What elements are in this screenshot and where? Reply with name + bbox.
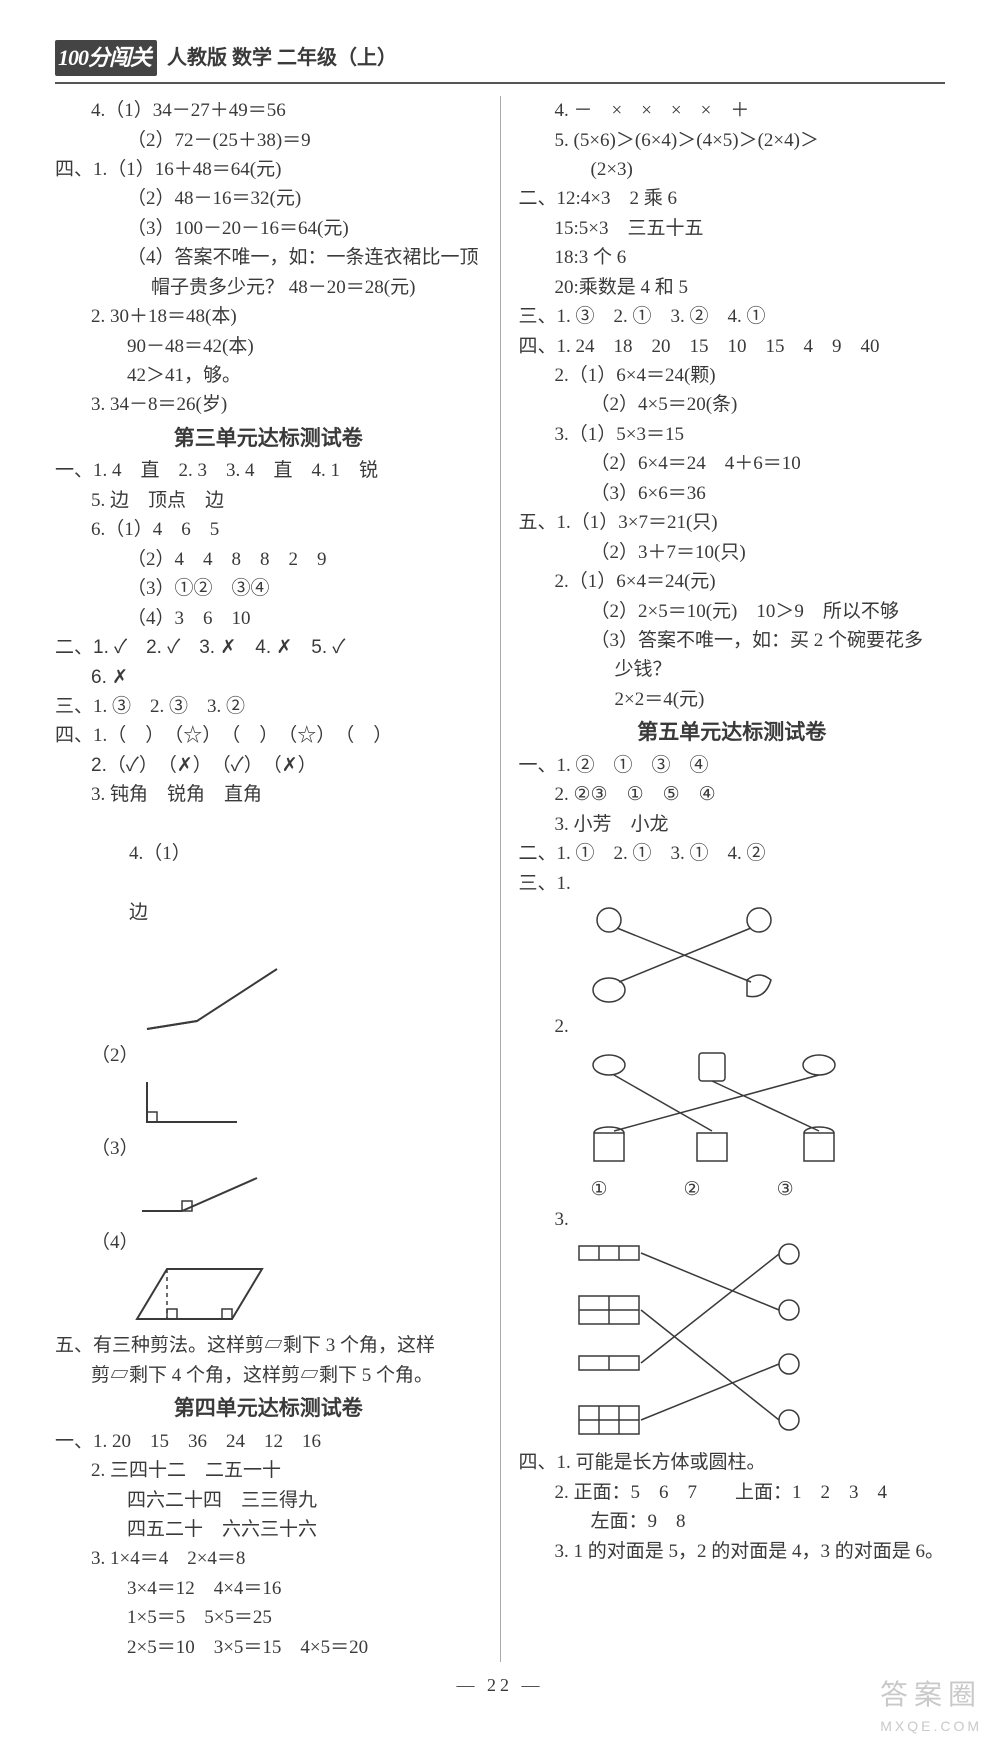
text-line: （2）48－16＝32(元) <box>55 184 482 213</box>
figure-matching-3 <box>569 1236 946 1446</box>
text-line: 四五二十 六六三十六 <box>55 1515 482 1544</box>
text-line: 2.（✓） （✗） （✓） （✗） <box>55 751 482 780</box>
text-line: 3. 34－8＝26(岁) <box>55 390 482 419</box>
text-line: 一、1. ② ① ③ ④ <box>519 751 946 780</box>
text-line: （3） <box>55 1134 482 1163</box>
text-line: 四、1.（1）16＋48＝64(元) <box>55 155 482 184</box>
text-line: 左面：9 8 <box>519 1507 946 1536</box>
text-line: （2） <box>55 1041 482 1070</box>
two-column-layout: 4.（1）34－27＋49＝56 （2）72－(25＋38)＝9 四、1.（1）… <box>55 96 945 1662</box>
page-number: — 22 — <box>55 1672 945 1700</box>
left-column: 4.（1）34－27＋49＝56 （2）72－(25＋38)＝9 四、1.（1）… <box>55 96 482 1662</box>
figure-angle-1 <box>127 959 482 1039</box>
text-line: 2. 三四十二 二五一十 <box>55 1456 482 1485</box>
text-line: （3）6×6＝36 <box>519 479 946 508</box>
text-line: 二、1. ✓ 2. ✓ 3. ✗ 4. ✗ 5. ✓ <box>55 633 482 662</box>
text-line: 3. <box>519 1205 946 1234</box>
text-line: 四、1. 可能是长方体或圆柱。 <box>519 1448 946 1477</box>
brand-logo: 100分闯关 <box>55 40 157 76</box>
text-line: （4）3 6 10 <box>55 604 482 633</box>
text-line: 少钱？ <box>519 655 946 684</box>
watermark: 答案圈 MXQE.COM <box>880 1673 982 1738</box>
section-title-unit3: 第三单元达标测试卷 <box>55 422 482 455</box>
text-line: 6.（1）4 6 5 <box>55 515 482 544</box>
text-line: 3. 1 的对面是 5，2 的对面是 4，3 的对面是 6。 <box>519 1537 946 1566</box>
text-line: 18:3 个 6 <box>519 243 946 272</box>
section-title-unit4: 第四单元达标测试卷 <box>55 1392 482 1425</box>
text-line: 3. 1×4＝4 2×4＝8 <box>55 1544 482 1573</box>
watermark-cn: 答案圈 <box>880 1673 982 1716</box>
text-line: 五、有三种剪法。这样剪▱剩下 3 个角，这样 <box>55 1331 482 1360</box>
text-line: （2）72－(25＋38)＝9 <box>55 126 482 155</box>
text-line: （3）答案不唯一，如：买 2 个碗要花多 <box>519 626 946 655</box>
page-header: 100分闯关 人教版 数学 二年级（上） <box>55 40 945 84</box>
text-line: ① ② ③ <box>519 1175 946 1204</box>
text-line: （2）2×5＝10(元) 10＞9 所以不够 <box>519 597 946 626</box>
figure-matching-2 <box>569 1043 946 1173</box>
figure-angle-4 <box>127 1259 482 1329</box>
text-line: 3×4＝12 4×4＝16 <box>55 1574 482 1603</box>
text-line: 6. ✗ <box>55 663 482 692</box>
text-line: 三、1. <box>519 869 946 898</box>
text-line: 二、1. ① 2. ① 3. ① 4. ② <box>519 839 946 868</box>
label: 4.（1） <box>129 843 191 864</box>
text-line: 三、1. ③ 2. ③ 3. ② <box>55 692 482 721</box>
text-line: 5. (5×6)＞(6×4)＞(4×5)＞(2×4)＞ <box>519 126 946 155</box>
text-line: 15:5×3 三五十五 <box>519 214 946 243</box>
text-line: 一、1. 4 直 2. 3 3. 4 直 4. 1 锐 <box>55 456 482 485</box>
text-line: 3.（1）5×3＝15 <box>519 420 946 449</box>
text-line: 五、1.（1）3×7＝21(只) <box>519 508 946 537</box>
text-line: 4.（1） 边 <box>55 810 482 957</box>
right-column: 4. － × × × × ＋ 5. (5×6)＞(6×4)＞(4×5)＞(2×4… <box>519 96 946 1662</box>
text-line: （2）4 4 8 8 2 9 <box>55 545 482 574</box>
text-line: 3. 钝角 锐角 直角 <box>55 780 482 809</box>
text-line: 3. 小芳 小龙 <box>519 810 946 839</box>
text-line: 四、1. 24 18 20 15 10 15 4 9 40 <box>519 332 946 361</box>
text-line: 42＞41，够。 <box>55 361 482 390</box>
text-line: 2.（1）6×4＝24(颗) <box>519 361 946 390</box>
text-line: （4）答案不唯一，如：一条连衣裙比一顶 <box>55 243 482 272</box>
text-line: 2. 正面：5 6 7 上面：1 2 3 4 <box>519 1478 946 1507</box>
page: 100分闯关 人教版 数学 二年级（上） 4.（1）34－27＋49＝56 （2… <box>0 0 1000 1750</box>
column-divider <box>500 96 501 1662</box>
text-line: 5. 边 顶点 边 <box>55 486 482 515</box>
text-line: 2. 30＋18＝48(本) <box>55 302 482 331</box>
text-line: 剪▱剩下 4 个角，这样剪▱剩下 5 个角。 <box>55 1361 482 1390</box>
text-line: 四、1.（ ） （☆） （ ） （☆） （ ） <box>55 721 482 750</box>
text-line: 2×5＝10 3×5＝15 4×5＝20 <box>55 1633 482 1662</box>
text-line: 2.（1）6×4＝24(元) <box>519 567 946 596</box>
header-subtitle: 人教版 数学 二年级（上） <box>167 43 397 74</box>
figure-angle-2 <box>127 1072 482 1132</box>
text-line: 四六二十四 三三得九 <box>55 1486 482 1515</box>
section-title-unit5: 第五单元达标测试卷 <box>519 716 946 749</box>
text-line: 2. ②③ ① ⑤ ④ <box>519 780 946 809</box>
figure-angle-3 <box>127 1166 482 1226</box>
text-line: 4.（1）34－27＋49＝56 <box>55 96 482 125</box>
text-line: 20:乘数是 4 和 5 <box>519 273 946 302</box>
text-line: 90－48＝42(本) <box>55 332 482 361</box>
label: 边 <box>129 902 148 923</box>
text-line: （4） <box>55 1228 482 1257</box>
text-line: （2）4×5＝20(条) <box>519 390 946 419</box>
text-line: （2）3＋7＝10(只) <box>519 538 946 567</box>
text-line: （3）100－20－16＝64(元) <box>55 214 482 243</box>
text-line: 二、12:4×3 2 乘 6 <box>519 184 946 213</box>
text-line: 2×2＝4(元) <box>519 685 946 714</box>
text-line: (2×3) <box>519 155 946 184</box>
text-line: 4. － × × × × ＋ <box>519 96 946 125</box>
text-line: 1×5＝5 5×5＝25 <box>55 1603 482 1632</box>
text-line: 三、1. ③ 2. ① 3. ② 4. ① <box>519 302 946 331</box>
text-line: （2）6×4＝24 4＋6＝10 <box>519 449 946 478</box>
text-line: 帽子贵多少元？ 48－20＝28(元) <box>55 273 482 302</box>
text-line: （3）①② ③④ <box>55 574 482 603</box>
text-line: 一、1. 20 15 36 24 12 16 <box>55 1427 482 1456</box>
watermark-en: MXQE.COM <box>880 1716 982 1738</box>
figure-matching-1 <box>569 900 946 1010</box>
text-line: 2. <box>519 1012 946 1041</box>
